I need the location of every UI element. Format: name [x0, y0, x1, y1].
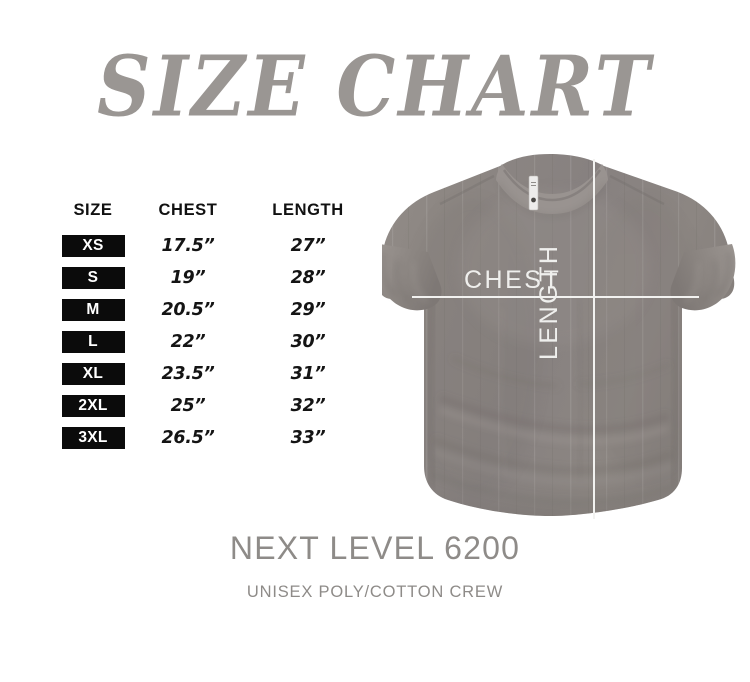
- tshirt-image: [382, 148, 750, 528]
- table-row: 2XL 25” 32”: [58, 390, 368, 422]
- product-brand-model: NEXT LEVEL 6200: [229, 530, 521, 566]
- page-title: SIZE CHART: [97, 39, 653, 136]
- size-badge: 2XL: [61, 395, 125, 417]
- chest-value: 25”: [170, 396, 206, 416]
- chest-value: 20.5”: [161, 300, 215, 320]
- length-value: 27”: [290, 236, 326, 256]
- chest-value: 17.5”: [161, 236, 215, 256]
- table-row: XL 23.5” 31”: [58, 358, 368, 390]
- size-badge-cell: 3XL: [58, 427, 128, 449]
- size-badge-cell: S: [58, 267, 128, 289]
- size-badge: M: [61, 299, 125, 321]
- size-badge-cell: L: [58, 331, 128, 353]
- left-sleeve-cuff: [382, 244, 442, 311]
- length-value: 31”: [290, 364, 326, 384]
- table-row: XS 17.5” 27”: [58, 230, 368, 262]
- table-row: M 20.5” 29”: [58, 294, 368, 326]
- length-value: 30”: [290, 332, 326, 352]
- size-badge: XS: [61, 235, 125, 257]
- size-badge-cell: XS: [58, 235, 128, 257]
- size-badge: L: [61, 331, 125, 353]
- table-row: L 22” 30”: [58, 326, 368, 358]
- column-header-length: LENGTH: [272, 200, 344, 219]
- size-badge-cell: 2XL: [58, 395, 128, 417]
- length-value: 32”: [290, 396, 326, 416]
- table-header-row: SIZE CHEST LENGTH: [58, 198, 368, 222]
- length-value: 29”: [290, 300, 326, 320]
- size-table: SIZE CHEST LENGTH XS 17.5” 27” S 19” 28”: [58, 198, 368, 454]
- length-value: 28”: [290, 268, 326, 288]
- size-badge-cell: XL: [58, 363, 128, 385]
- size-badge: S: [61, 267, 125, 289]
- right-sleeve-cuff: [670, 244, 736, 311]
- chest-value: 22”: [170, 332, 206, 352]
- column-header-size: SIZE: [73, 200, 113, 219]
- table-body: XS 17.5” 27” S 19” 28” M 20.5” 29”: [58, 230, 368, 454]
- length-value: 33”: [290, 428, 326, 448]
- chest-value: 23.5”: [161, 364, 215, 384]
- brand-tag: [528, 175, 539, 211]
- size-badge-cell: M: [58, 299, 128, 321]
- table-row: S 19” 28”: [58, 262, 368, 294]
- crew-neck-collar: [496, 164, 608, 218]
- tshirt-illustration: [382, 154, 736, 516]
- chest-value: 26.5”: [161, 428, 215, 448]
- column-header-chest: CHEST: [158, 200, 218, 219]
- table-row: 3XL 26.5” 33”: [58, 422, 368, 454]
- chest-value: 19”: [170, 268, 206, 288]
- size-badge: XL: [61, 363, 125, 385]
- product-description: UNISEX POLY/COTTON CREW: [246, 583, 504, 601]
- size-badge: 3XL: [61, 427, 125, 449]
